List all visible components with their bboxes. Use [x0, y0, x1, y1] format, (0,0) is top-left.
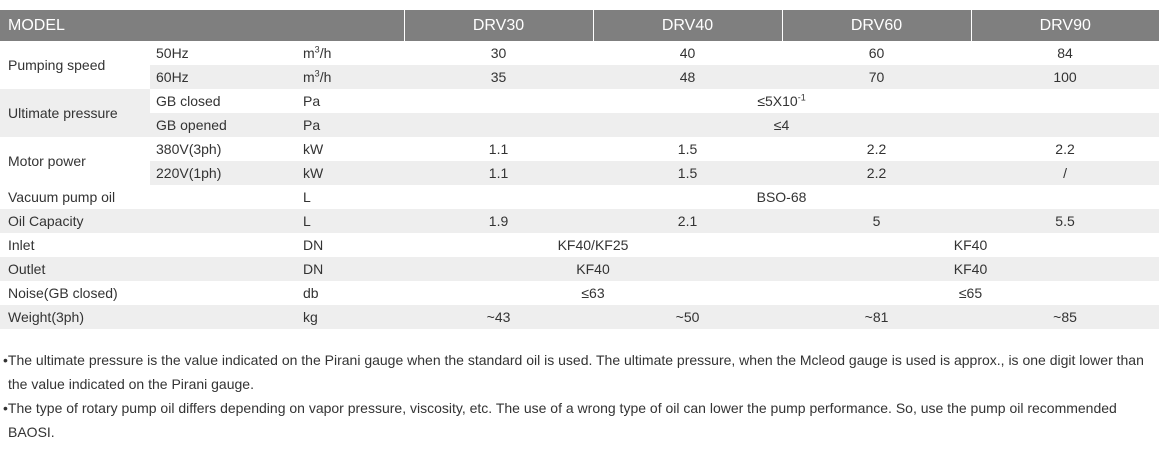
- table-cell: 5.5: [971, 209, 1159, 233]
- unit-m3h: m3/h: [303, 44, 332, 61]
- unit-kw: kW: [300, 161, 405, 185]
- motor-220v: 220V(1ph): [150, 161, 300, 185]
- motor-power-label: Motor power: [0, 137, 150, 185]
- table-cell: 1.5: [593, 161, 783, 185]
- header-model: MODEL: [0, 10, 405, 41]
- noise-value-drv60-90: ≤65: [958, 285, 983, 301]
- outlet-label: Outlet: [0, 257, 300, 281]
- vacuum-oil-value: BSO-68: [756, 189, 807, 205]
- table-cell: 2.1: [593, 209, 783, 233]
- table-row: Inlet DN KF40/KF25 KF40: [0, 233, 1159, 257]
- table-cell: ~81: [782, 305, 972, 329]
- gb-opened: GB opened: [150, 113, 300, 137]
- table-row: 220V(1ph) kW 1.1 1.5 2.2 /: [0, 161, 1159, 185]
- ultimate-pressure-opened-value: ≤4: [404, 113, 1159, 137]
- header-drv40: DRV40: [593, 10, 783, 41]
- ultimate-pressure-label: Ultimate pressure: [0, 89, 150, 137]
- table-cell: 1.5: [677, 141, 698, 157]
- table-cell: ~43: [404, 305, 594, 329]
- outlet-value-drv60-90: KF40: [782, 257, 1159, 281]
- table-cell: 1.9: [404, 209, 594, 233]
- header-drv90: DRV90: [971, 10, 1159, 41]
- table-row: GB opened Pa ≤4: [0, 113, 1159, 137]
- inlet-label: Inlet: [8, 237, 35, 253]
- pumping-speed-label: Pumping speed: [0, 41, 150, 89]
- table-row: Noise(GB closed) db ≤63 ≤65: [0, 281, 1159, 305]
- table-cell: 40: [679, 45, 696, 61]
- table-row: Vacuum pump oil L BSO-68: [0, 185, 1159, 209]
- table-row: Outlet DN KF40 KF40: [0, 257, 1159, 281]
- table-cell: 48: [593, 65, 783, 89]
- header-row: MODEL DRV30 DRV40 DRV60 DRV90: [0, 10, 1159, 41]
- header-drv30: DRV30: [404, 10, 594, 41]
- table-row: Weight(3ph) kg ~43 ~50 ~81 ~85: [0, 305, 1159, 329]
- pumping-speed-60hz: 60Hz: [150, 65, 300, 89]
- gb-closed: GB closed: [156, 93, 221, 109]
- table-row: Pumping speed 50Hz m3/h 30 40 60 84: [0, 41, 1159, 89]
- footnote-oil-type: •The type of rotary pump oil differs dep…: [3, 400, 1117, 440]
- unit-dn: DN: [300, 257, 405, 281]
- motor-380v: 380V(3ph): [156, 141, 222, 157]
- inlet-value-drv60-90: KF40: [953, 237, 988, 253]
- unit-dn: DN: [303, 237, 324, 253]
- table-cell: ~85: [971, 305, 1159, 329]
- table-cell: 84: [1057, 45, 1073, 61]
- unit-pa: Pa: [300, 113, 405, 137]
- table-cell: 70: [782, 65, 972, 89]
- table-cell: 2.2: [1055, 141, 1075, 157]
- oil-capacity-label: Oil Capacity: [0, 209, 300, 233]
- unit-m3h: m3/h: [300, 65, 405, 89]
- table-row: Ultimate pressure GB closed Pa ≤5X10-1: [0, 89, 1159, 137]
- inlet-value-drv30-40: KF40/KF25: [557, 237, 629, 253]
- unit-l: L: [300, 209, 405, 233]
- ultimate-pressure-closed-value: ≤5X10-1: [757, 92, 806, 109]
- table-cell: ~50: [593, 305, 783, 329]
- footnotes: •The ultimate pressure is the value indi…: [3, 348, 1153, 444]
- table-row: 60Hz m3/h 35 48 70 100: [0, 65, 1159, 89]
- unit-db: db: [303, 285, 319, 301]
- header-drv60: DRV60: [782, 10, 972, 41]
- table-cell: 100: [971, 65, 1159, 89]
- pumping-speed-50hz: 50Hz: [156, 45, 189, 61]
- noise-label: Noise(GB closed): [8, 285, 118, 301]
- spec-table: MODEL DRV30 DRV40 DRV60 DRV90 Pumping sp…: [0, 10, 1159, 329]
- table-cell: 60: [868, 45, 885, 61]
- unit-kg: kg: [300, 305, 405, 329]
- vacuum-oil-label: Vacuum pump oil: [8, 189, 116, 205]
- table-cell: 5: [782, 209, 972, 233]
- table-cell: 2.2: [782, 161, 972, 185]
- table-cell: /: [971, 161, 1159, 185]
- table-cell: 35: [404, 65, 594, 89]
- unit-kw: kW: [303, 141, 324, 157]
- table-cell: 30: [490, 45, 507, 61]
- table-cell: 1.1: [488, 141, 509, 157]
- footnote-pirani: •The ultimate pressure is the value indi…: [3, 352, 1144, 392]
- table-row: Motor power 380V(3ph) kW 1.1 1.5 2.2 2.2: [0, 137, 1159, 185]
- noise-value-drv30-40: ≤63: [581, 285, 605, 301]
- unit-pa: Pa: [303, 93, 321, 109]
- unit-l: L: [303, 189, 311, 205]
- table-cell: 2.2: [866, 141, 887, 157]
- outlet-value-drv30-40: KF40: [404, 257, 783, 281]
- weight-label: Weight(3ph): [0, 305, 300, 329]
- table-row: Oil Capacity L 1.9 2.1 5 5.5: [0, 209, 1159, 233]
- table-cell: 1.1: [404, 161, 594, 185]
